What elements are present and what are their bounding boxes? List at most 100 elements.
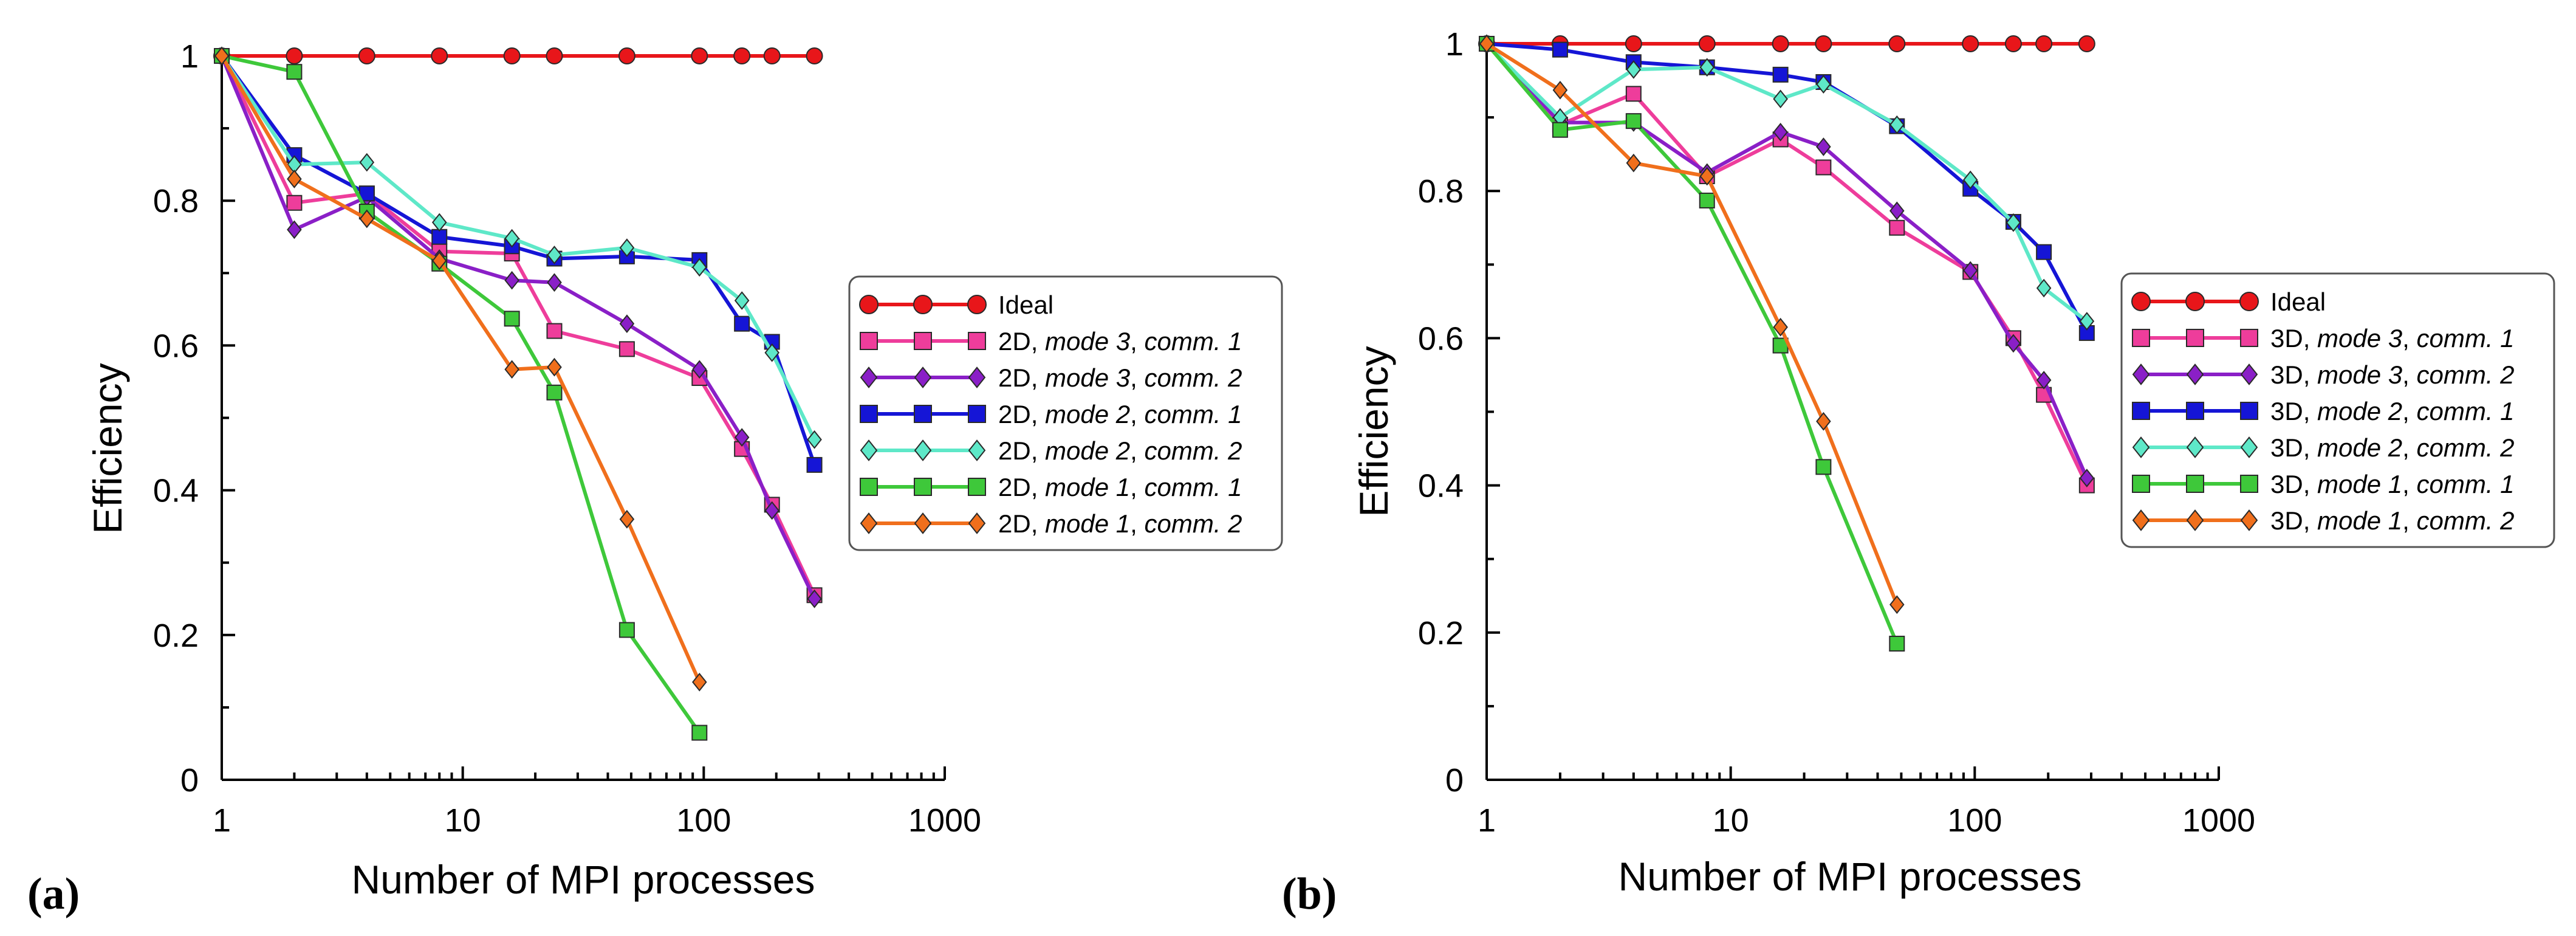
data-point-3d-mode-1-comm-2	[1889, 595, 1905, 614]
legend-swatch-marker	[2186, 329, 2204, 347]
data-point-3d-mode-2-comm-2	[1626, 60, 1642, 79]
legend-label-part: 2D,	[998, 436, 1045, 465]
x-tick-label: 10	[445, 802, 481, 839]
data-point-3d-mode-2-comm-2	[2036, 278, 2052, 298]
data-point-2d-mode-1-comm-2	[504, 360, 519, 379]
legend-label-part: 2D,	[998, 509, 1045, 538]
data-point-2d-mode-2-comm-2	[807, 430, 822, 449]
legend-swatch-marker	[860, 512, 878, 534]
series-line-3d-mode-2-comm-1	[1486, 42, 2089, 334]
data-point-ideal	[503, 47, 521, 64]
legend-label-part: ,	[2402, 506, 2416, 535]
legend-swatch-marker	[2186, 436, 2204, 458]
data-point-3d-mode-3-comm-2	[2006, 334, 2021, 353]
data-point-2d-mode-2-comm-2	[692, 258, 707, 277]
data-point-2d-mode-3-comm-2	[764, 501, 779, 520]
legend-label-part: 3D,	[2270, 470, 2317, 498]
series-ideal	[213, 47, 823, 64]
data-point-ideal	[763, 47, 781, 64]
y-tick-label: 0.6	[153, 328, 199, 364]
series-line-2d-mode-1-comm-1	[221, 54, 701, 734]
data-point-2d-mode-1-comm-2	[359, 209, 375, 229]
legend-swatch-marker	[913, 295, 933, 314]
legend-swatch-marker	[914, 332, 932, 350]
legend-label-part: ,	[2402, 360, 2416, 389]
series-ideal	[1478, 35, 2095, 52]
data-point-3d-mode-2-comm-2	[1962, 170, 1978, 190]
legend-label-part: comm. 1	[2416, 470, 2514, 498]
legend-label: 3D, mode 3, comm. 2	[2270, 360, 2515, 389]
y-tick-label: 0.6	[1418, 320, 1464, 357]
panel-label-b: (b)	[1282, 869, 1337, 919]
data-point-2d-mode-1-comm-2	[547, 357, 562, 377]
x-tick-label: 1000	[908, 802, 981, 839]
data-point-ideal	[2004, 35, 2022, 52]
y-axis-title-a: Efficiency	[85, 363, 130, 534]
legend-swatch-marker	[859, 295, 879, 314]
data-point-ideal	[733, 47, 751, 64]
data-point-2d-mode-2-comm-2	[359, 153, 375, 172]
legend-item-2d-mode-2-comm-1: 2D, mode 2, comm. 1	[860, 400, 1242, 428]
series-3d-mode-1-comm-1	[1479, 36, 1905, 652]
legend-label: 2D, mode 1, comm. 2	[998, 509, 1242, 538]
legend-label-part: comm. 2	[2416, 506, 2514, 535]
legend-swatch-marker	[2240, 363, 2258, 385]
x-tick-label: 100	[676, 802, 731, 839]
y-tick-label: 1	[180, 38, 199, 75]
x-tick-label: 1000	[2182, 802, 2255, 839]
y-tick-label: 0.4	[153, 473, 199, 509]
data-point-3d-mode-3-comm-1	[1815, 159, 1832, 176]
data-point-3d-mode-3-comm-2	[1773, 122, 1788, 142]
legend-swatch-marker	[968, 512, 986, 534]
legend-swatch-marker	[2132, 402, 2150, 420]
legend-item-3d-mode-3-comm-2: 3D, mode 3, comm. 2	[2132, 360, 2515, 389]
plot-area-a: 1 10 100 1000 0 0.2 0.4 0.6 0.8 1	[153, 38, 981, 839]
legend-label-part: ,	[2402, 470, 2416, 498]
legend-item-ideal: Ideal	[2131, 287, 2326, 316]
data-point-2d-mode-3-comm-2	[287, 220, 302, 239]
legend-item-2d-mode-1-comm-1: 2D, mode 1, comm. 1	[860, 473, 1242, 501]
legend-label-part: 3D,	[2270, 324, 2317, 353]
series-3d-mode-2-comm-1	[1479, 36, 2095, 341]
legend-label-part: comm. 2	[2416, 433, 2514, 462]
data-point-2d-mode-3-comm-2	[807, 589, 822, 608]
legend-label-part: mode 2	[2317, 433, 2402, 462]
data-point-ideal	[691, 47, 708, 64]
legend-label-part: comm. 2	[1144, 363, 1242, 392]
data-point-2d-mode-1-comm-1	[618, 622, 635, 638]
data-point-2d-mode-3-comm-1	[546, 323, 563, 339]
legend-swatch-marker	[860, 478, 878, 496]
legend-label: 3D, mode 2, comm. 1	[2270, 397, 2515, 425]
legend-swatch-marker	[860, 332, 878, 350]
legend-swatch-marker	[914, 405, 932, 423]
data-point-2d-mode-2-comm-2	[764, 343, 779, 362]
data-point-ideal	[1962, 35, 1979, 52]
legend-item-2d-mode-3-comm-2: 2D, mode 3, comm. 2	[860, 363, 1242, 392]
data-point-3d-mode-1-comm-1	[1625, 113, 1642, 129]
data-point-3d-mode-2-comm-2	[2079, 312, 2095, 331]
legend-label-part: mode 3	[2317, 324, 2402, 353]
legend-swatch-marker	[2185, 292, 2205, 311]
data-point-2d-mode-3-comm-2	[619, 314, 635, 334]
data-point-ideal	[358, 47, 375, 64]
data-point-2d-mode-1-comm-1	[546, 384, 563, 401]
legend-swatch-marker	[2240, 329, 2258, 347]
legend-label-part: comm. 2	[1144, 509, 1242, 538]
legend-label-part: 3D,	[2270, 360, 2317, 389]
legend-label: 3D, mode 1, comm. 1	[2270, 470, 2515, 498]
legend-label-part: 2D,	[998, 363, 1045, 392]
data-point-ideal	[618, 47, 635, 64]
legend-swatch-marker	[2239, 292, 2259, 311]
data-point-3d-mode-2-comm-2	[1773, 89, 1788, 109]
legend-label-part: ,	[1130, 473, 1144, 501]
panel-label-a: (a)	[27, 869, 80, 919]
legend-swatch-marker	[2240, 402, 2258, 420]
legend-swatch-marker	[2240, 475, 2258, 493]
data-point-2d-mode-3-comm-2	[692, 360, 707, 379]
data-point-2d-mode-1-comm-2	[287, 170, 302, 188]
legend-swatch-marker	[968, 405, 986, 423]
legend-swatch-marker	[2186, 402, 2204, 420]
legend-swatch-marker	[968, 332, 986, 350]
